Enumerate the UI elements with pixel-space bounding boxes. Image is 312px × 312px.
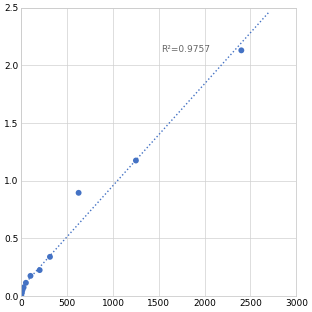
Point	[20, 288, 25, 293]
Point	[23, 280, 28, 285]
Point	[28, 273, 33, 278]
Point	[134, 158, 139, 163]
Point	[239, 48, 244, 53]
Text: R²=0.9757: R²=0.9757	[162, 45, 211, 54]
Point	[37, 268, 42, 273]
Point	[19, 294, 24, 299]
Point	[19, 290, 24, 295]
Point	[76, 190, 81, 195]
Point	[47, 254, 52, 259]
Point	[21, 285, 26, 290]
